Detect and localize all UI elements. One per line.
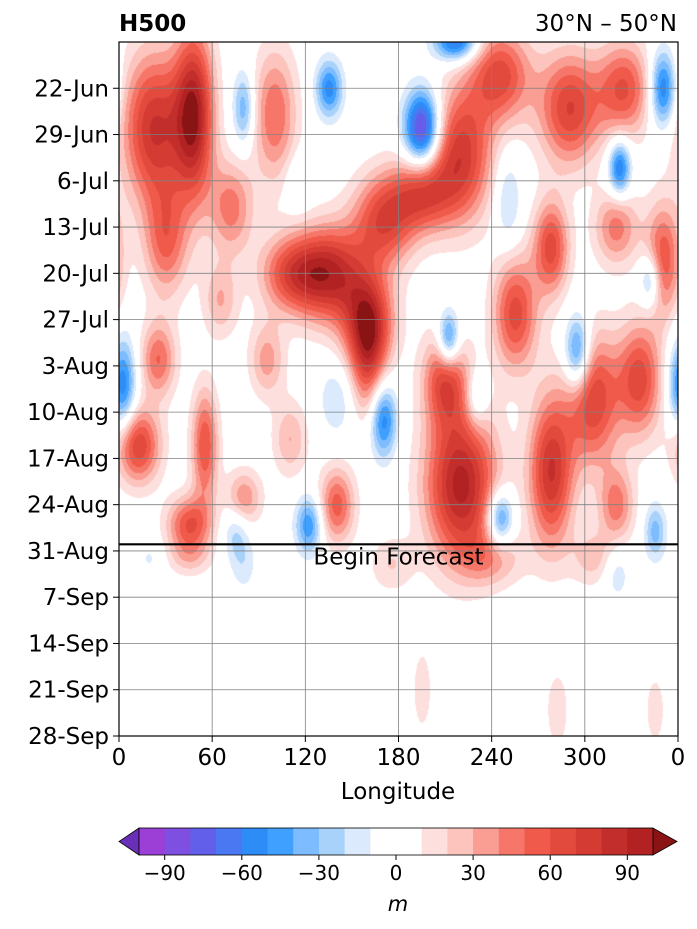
y-tick-label: 13-Jul [42, 215, 109, 241]
plot-grid [119, 42, 678, 736]
forecast-label: Begin Forecast [313, 544, 483, 570]
colorbar-segment [447, 828, 474, 855]
x-tick-label: 60 [198, 745, 227, 771]
colorbar-segment [318, 828, 345, 855]
y-tick-label: 14-Sep [28, 631, 109, 657]
colorbar-segment [498, 828, 525, 855]
colorbar: −90 −60 −30 0 30 60 90 [118, 827, 678, 885]
y-tick-label: 27-Jul [42, 308, 109, 334]
y-axis: 22-Jun 29-Jun 6-Jul 13-Jul 20-Jul 27-Jul 3-Aug… [27, 76, 119, 750]
colorbar-segment [139, 828, 166, 855]
y-tick-label: 10-Aug [27, 400, 109, 426]
x-tick-label: 180 [377, 745, 421, 771]
y-tick-label: 6-Jul [57, 169, 109, 195]
x-tick-label: 0 [671, 745, 686, 771]
y-tick-label: 29-Jun [34, 123, 109, 149]
colorbar-segment [550, 828, 577, 855]
x-axis-label: Longitude [341, 779, 455, 805]
y-tick-label: 3-Aug [42, 354, 109, 380]
colorbar-tick-label: 90 [615, 861, 640, 885]
colorbar-tick-label: 0 [390, 861, 403, 885]
colorbar-segment [190, 828, 217, 855]
colorbar-extend-high [652, 827, 678, 856]
x-tick-label: 240 [470, 745, 514, 771]
colorbar-segment [241, 828, 268, 855]
colorbar-tick-label: −60 [221, 861, 263, 885]
y-tick-label: 20-Jul [42, 261, 109, 287]
colorbar-segment [164, 828, 191, 855]
y-tick-label: 31-Aug [27, 539, 109, 565]
colorbar-segment [627, 828, 654, 855]
colorbar-segment [524, 828, 551, 855]
x-tick-label: 120 [283, 745, 327, 771]
colorbar-tick-label: 60 [537, 861, 562, 885]
colorbar-tick-label: −30 [298, 861, 340, 885]
colorbar-extend-low [118, 827, 140, 856]
colorbar-segment [421, 828, 448, 855]
y-tick-label: 24-Aug [27, 493, 109, 519]
colorbar-segment [396, 828, 423, 855]
colorbar-segment [216, 828, 243, 855]
colorbar-segment [370, 828, 397, 855]
forecast-marker: Begin Forecast [119, 543, 678, 570]
y-tick-label: 17-Aug [27, 446, 109, 472]
x-tick-label: 0 [112, 745, 127, 771]
colorbar-segment [344, 828, 371, 855]
colorbar-segment [601, 828, 628, 855]
y-tick-label: 28-Sep [28, 724, 109, 750]
y-tick-label: 7-Sep [43, 585, 109, 611]
y-tick-label: 21-Sep [28, 678, 109, 704]
colorbar-segment [293, 828, 320, 855]
x-tick-label: 300 [563, 745, 607, 771]
chart-subtitle: 30°N – 50°N [535, 11, 677, 37]
colorbar-segment [575, 828, 602, 855]
chart-title: H500 [119, 11, 186, 37]
colorbar-label: m [388, 892, 408, 916]
colorbar-segment [267, 828, 294, 855]
colorbar-tick-label: 30 [460, 861, 485, 885]
colorbar-tick-label: −90 [144, 861, 186, 885]
y-tick-label: 22-Jun [34, 76, 109, 102]
x-axis: 0 60 120 180 240 300 0 [112, 736, 686, 771]
colorbar-segment [473, 828, 500, 855]
